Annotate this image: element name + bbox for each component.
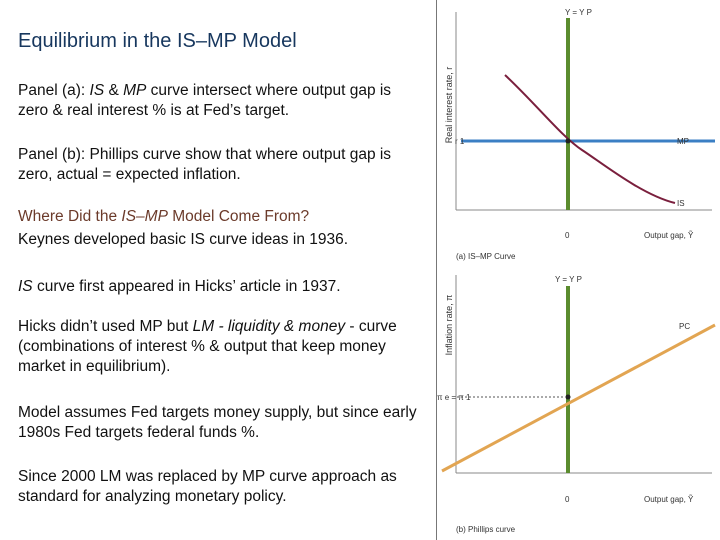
panel-b-zero: 0 — [565, 495, 570, 504]
divider-line — [436, 0, 437, 540]
origin-heading: Where Did the IS–MP Model Come From? — [18, 208, 310, 225]
panel-a-potential-label: Y = Y P — [565, 8, 592, 17]
hicks-text: IS curve first appeared in Hicks’ articl… — [18, 278, 341, 295]
panel-b: Inflation rate, π Y = Y P π e = π 1 PC 0… — [437, 275, 716, 534]
slide-title: Equilibrium in the IS–MP Model — [18, 30, 297, 52]
panel-b-y-label: Inflation rate, π — [444, 295, 454, 356]
panel-a-y-label: Real interest rate, r — [444, 67, 454, 144]
r-tick-label: r 1 — [455, 137, 465, 146]
pi-tick-label: π e = π 1 — [437, 393, 471, 402]
panel-a-x-label: Output gap, Ỹ — [644, 231, 694, 240]
is-label: IS — [677, 199, 685, 208]
panel-a: Real interest rate, r Y = Y P r 1 MP IS … — [444, 8, 715, 261]
keynes-text: Keynes developed basic IS curve ideas in… — [18, 231, 349, 248]
mp-label: MP — [677, 137, 689, 146]
panel-a-equilibrium-point — [565, 138, 571, 144]
panel-b-caption: (b) Phillips curve — [456, 525, 516, 534]
panel-b-equilibrium-point — [565, 394, 571, 400]
pc-label: PC — [679, 322, 690, 331]
panel-a-text: Panel (a): IS & MP curve intersect where… — [18, 82, 392, 119]
panel-b-potential-label: Y = Y P — [555, 275, 582, 284]
panel-b-text: Panel (b): Phillips curve show that wher… — [18, 146, 392, 183]
phillips-curve — [441, 323, 716, 473]
panel-a-zero: 0 — [565, 231, 570, 240]
panel-b-x-label: Output gap, Ỹ — [644, 495, 694, 504]
diagram-panels: Real interest rate, r Y = Y P r 1 MP IS … — [437, 8, 716, 534]
panel-a-caption: (a) IS–MP Curve — [456, 252, 516, 261]
is-curve — [504, 74, 676, 204]
mp-approach-text: Since 2000 LM was replaced by MP curve a… — [18, 468, 397, 505]
lm-text: Hicks didn’t used MP but LM - liquidity … — [18, 318, 397, 375]
fed-target-text: Model assumes Fed targets money supply, … — [18, 404, 417, 441]
